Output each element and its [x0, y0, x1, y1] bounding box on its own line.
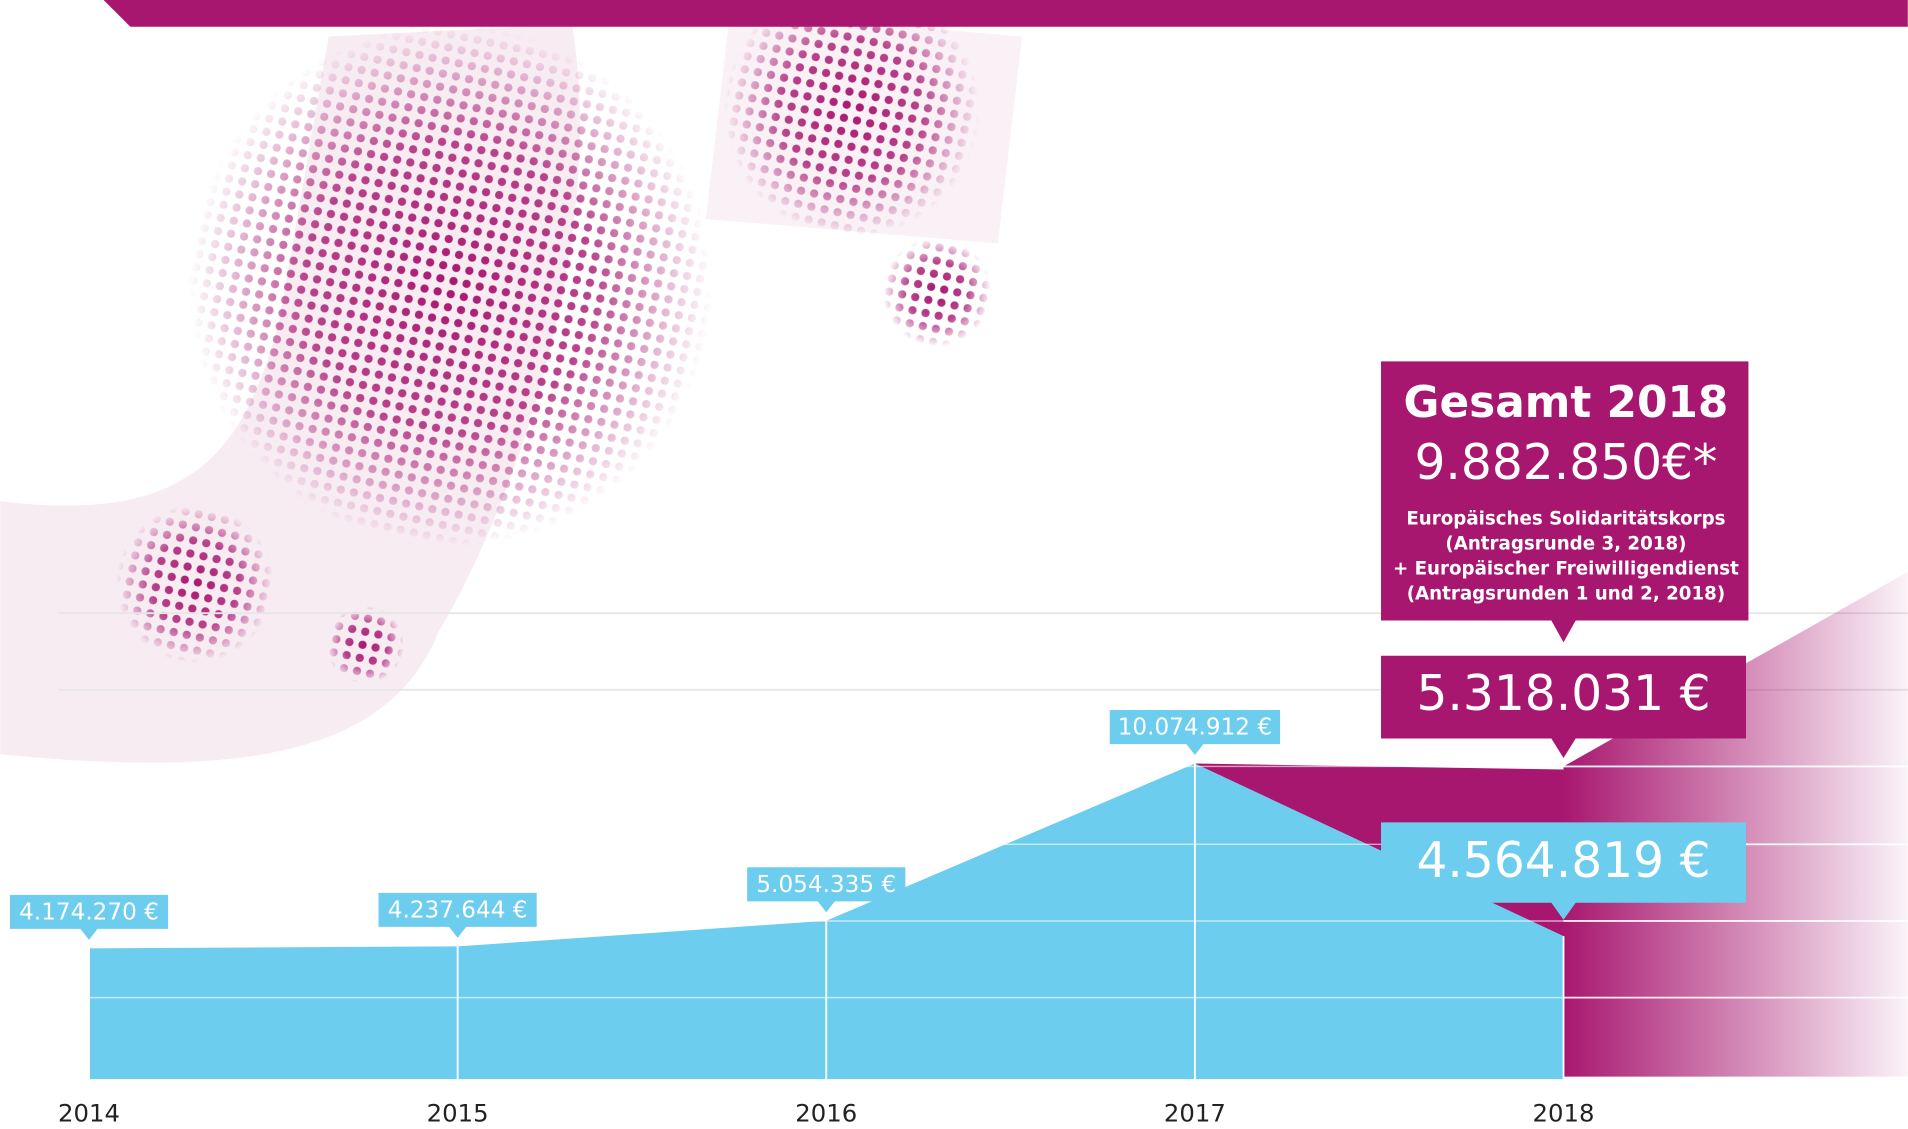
total-title: Gesamt 2018	[1404, 377, 1729, 428]
x-tick-label: 2017	[1164, 1098, 1226, 1127]
value-label: 4.237.644 €	[388, 898, 528, 924]
x-tick-label: 2015	[427, 1098, 489, 1127]
value-label: 5.054.335 €	[756, 872, 896, 898]
total-note: + Europäischer Freiwilligendienst	[1393, 558, 1739, 579]
x-tick-label: 2018	[1533, 1098, 1595, 1127]
total-value: 9.882.850€*	[1414, 435, 1717, 491]
chart: 2014 2015 2016 2017 2018 4.174.270 € 4.237.644…	[0, 0, 1908, 1129]
x-tick-label: 2016	[795, 1098, 857, 1127]
value-label: 10.074.912 €	[1118, 715, 1272, 741]
x-tick-label: 2014	[58, 1098, 120, 1127]
value-label: 5.318.031 €	[1416, 666, 1710, 722]
value-label: 4.174.270 €	[19, 900, 159, 926]
value-label: 4.564.819 €	[1416, 833, 1710, 889]
total-note: (Antragsrunde 3, 2018)	[1445, 533, 1686, 554]
total-note: Europäisches Solidaritätskorps	[1406, 508, 1725, 529]
total-note: (Antragsrunden 1 und 2, 2018)	[1407, 583, 1726, 604]
